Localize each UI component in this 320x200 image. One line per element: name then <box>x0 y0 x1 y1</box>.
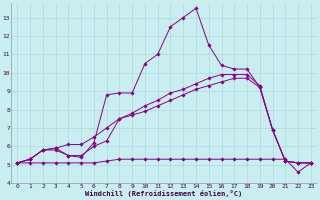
X-axis label: Windchill (Refroidissement éolien,°C): Windchill (Refroidissement éolien,°C) <box>85 190 243 197</box>
